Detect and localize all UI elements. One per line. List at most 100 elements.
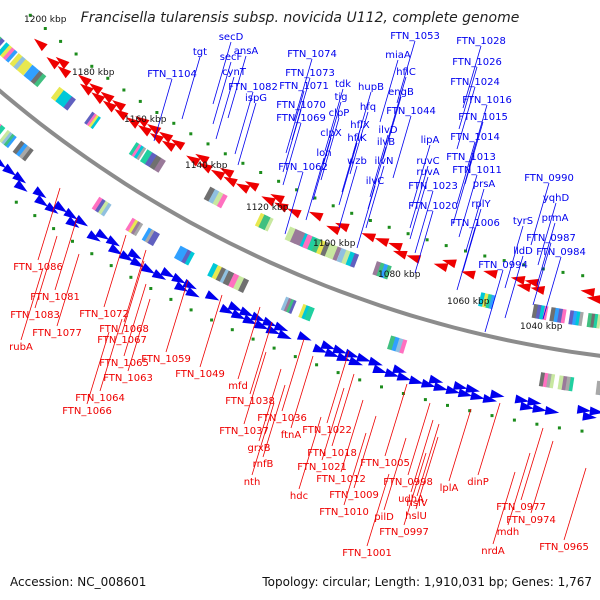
forward-gene-arrow xyxy=(277,329,292,340)
reverse-gene-label: pilD xyxy=(374,512,394,523)
leader-line xyxy=(349,111,369,175)
feature-color-segment xyxy=(488,294,496,310)
leader-line xyxy=(99,318,123,392)
feature-color-segment xyxy=(557,375,564,390)
kbp-mark-label: 1180 kbp xyxy=(72,68,115,78)
feature-color-segment xyxy=(586,312,593,328)
forward-gene-label: FTN_1016 xyxy=(462,95,512,106)
leader-line xyxy=(153,78,173,142)
leader-line xyxy=(37,187,61,261)
leader-line xyxy=(462,208,482,272)
feature-color-segment xyxy=(280,296,290,311)
kbp-mark-label: 1200 kbp xyxy=(24,15,67,25)
feature-color-segment xyxy=(545,373,552,388)
forward-gene-label: hfq xyxy=(360,102,376,113)
reverse-gene-arrow xyxy=(158,131,174,143)
leader-line xyxy=(338,165,358,229)
reverse-gene-arrow xyxy=(308,211,324,222)
forward-gene-label: cynT xyxy=(222,67,247,78)
forward-gene-label: hflX xyxy=(350,120,370,131)
reverse-gene-arrow xyxy=(137,125,153,137)
forward-feature-block xyxy=(207,262,230,284)
feature-color-segment xyxy=(141,227,152,242)
forward-gene-arrow xyxy=(273,321,289,332)
kbp-mark-label: 1040 kbp xyxy=(520,322,563,332)
feature-color-segment xyxy=(54,89,68,105)
reverse-gene-label: nth xyxy=(244,477,261,488)
feature-color-segment xyxy=(300,304,310,320)
feature-color-segment xyxy=(538,372,546,387)
leader-line xyxy=(365,165,385,229)
reverse-gene-arrow xyxy=(79,83,94,96)
feature-color-segment xyxy=(542,372,549,388)
leader-line xyxy=(54,217,78,291)
reverse-gene-label: hdc xyxy=(290,491,308,502)
gc-dot-inner xyxy=(561,270,565,274)
gc-dot-outer xyxy=(490,414,494,418)
feature-color-segment xyxy=(12,140,25,155)
feature-color-segment xyxy=(298,303,307,319)
reverse-feature-block xyxy=(128,142,147,161)
leader-line xyxy=(322,101,342,165)
gc-dot-outer xyxy=(109,264,113,268)
feature-color-segment xyxy=(5,135,17,149)
forward-gene-arrow xyxy=(514,394,530,404)
gc-dot-outer xyxy=(315,363,319,367)
kbp-mark-label: 1160 kbp xyxy=(124,115,167,125)
leader-line xyxy=(520,427,544,501)
feature-color-segment xyxy=(84,111,95,125)
forward-gene-arrow xyxy=(482,394,498,403)
forward-gene-label: FTN_1020 xyxy=(408,201,458,212)
forward-gene-label: miaA xyxy=(385,50,411,61)
feature-color-segment xyxy=(12,55,26,70)
forward-gene-arrow xyxy=(160,266,175,278)
feature-color-segment xyxy=(0,37,5,52)
leader-line xyxy=(530,182,550,246)
leader-line xyxy=(392,115,412,179)
feature-color-segment xyxy=(560,308,567,324)
leader-line xyxy=(409,176,429,240)
gc-dot-inner xyxy=(90,64,94,68)
forward-gene-arrow xyxy=(73,214,89,227)
gc-dot-outer xyxy=(535,422,539,426)
leader-line xyxy=(477,402,501,476)
leader-line xyxy=(396,40,416,104)
reverse-gene-arrow xyxy=(483,269,498,279)
reverse-gene-label: FTN_1001 xyxy=(342,548,392,559)
leader-line xyxy=(536,222,556,286)
reverse-gene-arrow xyxy=(374,238,390,248)
gc-dot-inner xyxy=(122,88,126,92)
feature-color-segment xyxy=(564,376,571,391)
forward-gene-arrow xyxy=(140,262,156,274)
reverse-feature-block xyxy=(302,234,326,255)
feature-color-segment xyxy=(289,228,301,244)
forward-gene-arrow xyxy=(204,290,220,301)
label-leader-lines xyxy=(20,40,587,547)
feature-color-segment xyxy=(0,124,6,139)
reverse-gene-label: FTN_1059 xyxy=(141,354,191,365)
gc-dot-outer xyxy=(169,297,173,301)
feature-color-segment xyxy=(484,293,493,309)
feature-color-segment xyxy=(139,149,153,165)
forward-gene-arrow xyxy=(238,306,254,317)
leader-line xyxy=(338,142,358,206)
feature-color-segment xyxy=(127,219,139,234)
feature-color-segment xyxy=(556,308,564,323)
reverse-gene-arrow xyxy=(223,176,238,188)
forward-gene-label: FTN_1014 xyxy=(450,132,500,143)
forward-gene-label: ilvD xyxy=(378,125,397,136)
gc-dot-inner xyxy=(313,196,317,200)
leader-line xyxy=(103,234,127,308)
forward-gene-label: hupB xyxy=(358,82,384,93)
leader-line xyxy=(382,96,402,160)
reverse-gene-label: rubA xyxy=(9,342,33,353)
feature-color-segment xyxy=(147,230,158,245)
reverse-gene-label: FTN_1021 xyxy=(297,462,347,473)
feature-color-segment xyxy=(561,375,568,391)
forward-gene-label: FTN_1053 xyxy=(390,31,440,42)
reverse-gene-label: FTN_1081 xyxy=(30,292,80,303)
feature-color-segment xyxy=(94,198,106,213)
leader-line xyxy=(234,91,254,155)
reverse-gene-arrow xyxy=(335,222,350,233)
leader-line xyxy=(298,416,322,490)
